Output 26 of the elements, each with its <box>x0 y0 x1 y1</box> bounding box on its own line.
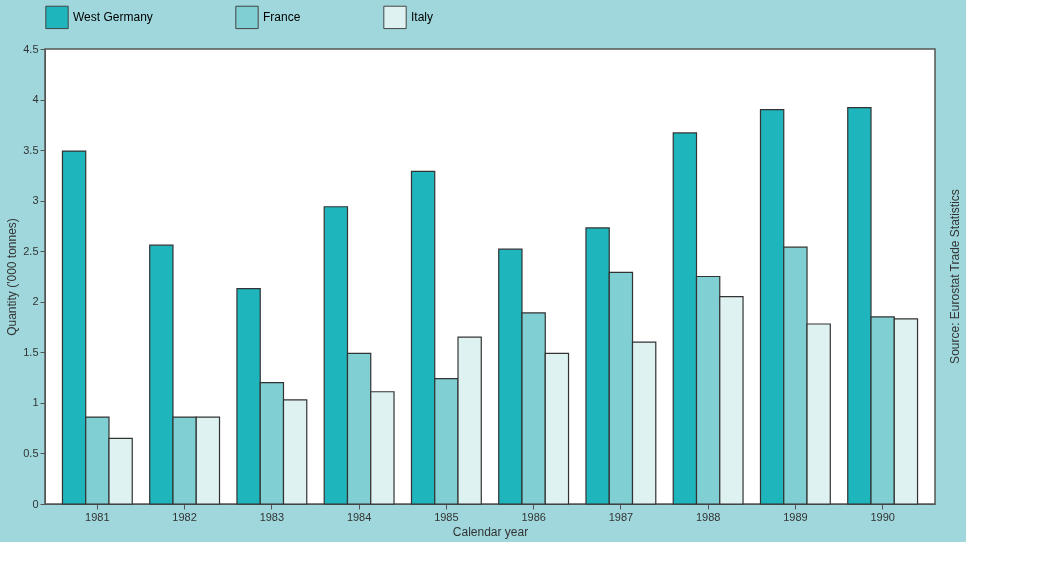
legend-label: Italy <box>411 10 434 25</box>
x-axis-title: Calendar year <box>452 524 529 539</box>
x-tick-label: 1985 <box>434 510 459 523</box>
y-tick-label: 1 <box>32 396 39 409</box>
x-tick-label: 1989 <box>783 510 808 523</box>
legend-label: West Germany <box>73 10 153 25</box>
y-tick-label: 0 <box>32 497 39 510</box>
x-tick-label: 1986 <box>521 510 546 523</box>
x-tick-label: 1983 <box>259 510 285 523</box>
y-tick-label: 3 <box>32 194 39 207</box>
y-tick-label: 2 <box>32 295 39 308</box>
y-tick-label: 4 <box>32 93 39 106</box>
x-tick-label: 1981 <box>85 510 110 523</box>
y-tick-label: 0.5 <box>23 446 39 459</box>
y-tick-label: 3.5 <box>23 143 39 156</box>
legend-label: France <box>263 10 301 25</box>
x-tick-label: 1982 <box>172 510 197 523</box>
y-axis-title: Quantity ('000 tonnes) <box>5 218 20 336</box>
y-tick-label: 1.5 <box>23 345 39 358</box>
y-tick-label: 2.5 <box>23 244 39 257</box>
x-tick-label: 1990 <box>870 510 895 523</box>
x-tick-label: 1988 <box>695 510 721 523</box>
x-tick-label: 1987 <box>608 510 634 523</box>
source-note: Source: Eurostat Trade Statistics <box>948 189 962 364</box>
x-tick-label: 1984 <box>346 510 372 523</box>
y-tick-label: 4.5 <box>23 42 39 55</box>
